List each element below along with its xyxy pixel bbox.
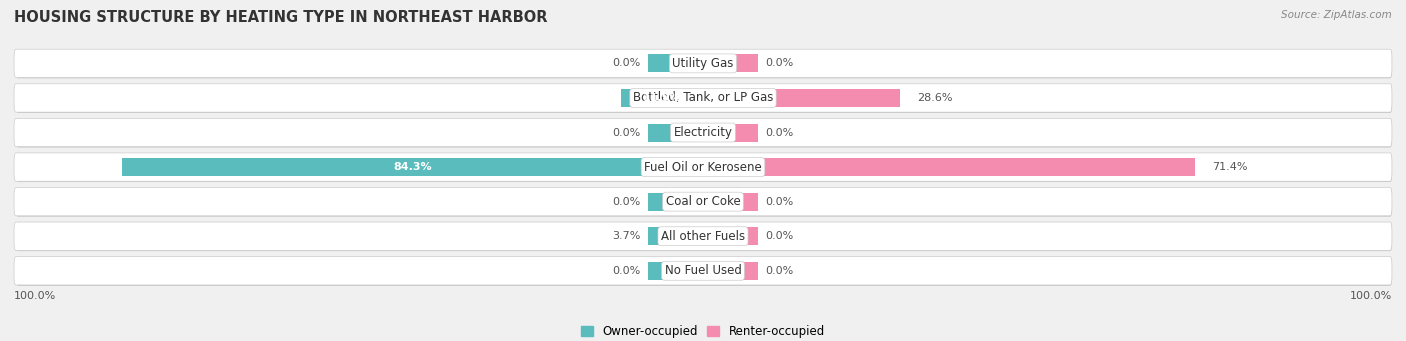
Text: 100.0%: 100.0% (14, 291, 56, 301)
Bar (621, 89, 703, 107)
Text: All other Fuels: All other Fuels (661, 230, 745, 243)
Text: 100.0%: 100.0% (1350, 291, 1392, 301)
FancyBboxPatch shape (15, 50, 1392, 78)
FancyBboxPatch shape (15, 188, 1392, 217)
Text: 0.0%: 0.0% (765, 266, 793, 276)
FancyBboxPatch shape (15, 153, 1392, 182)
Bar (703, 262, 758, 280)
Bar (648, 123, 703, 142)
FancyBboxPatch shape (14, 49, 1392, 77)
FancyBboxPatch shape (15, 223, 1392, 251)
Text: Utility Gas: Utility Gas (672, 57, 734, 70)
Text: HOUSING STRUCTURE BY HEATING TYPE IN NORTHEAST HARBOR: HOUSING STRUCTURE BY HEATING TYPE IN NOR… (14, 10, 547, 25)
Bar (703, 55, 758, 72)
Bar (703, 89, 900, 107)
FancyBboxPatch shape (14, 188, 1392, 216)
Bar (703, 158, 1195, 176)
Bar (703, 193, 758, 211)
Text: Electricity: Electricity (673, 126, 733, 139)
Text: 0.0%: 0.0% (765, 231, 793, 241)
Text: Coal or Coke: Coal or Coke (665, 195, 741, 208)
Text: 0.0%: 0.0% (765, 58, 793, 69)
Bar (648, 227, 703, 245)
Bar (703, 123, 758, 142)
Text: 11.9%: 11.9% (643, 93, 682, 103)
FancyBboxPatch shape (15, 85, 1392, 113)
Text: Bottled, Tank, or LP Gas: Bottled, Tank, or LP Gas (633, 91, 773, 104)
FancyBboxPatch shape (14, 118, 1392, 147)
Text: 0.0%: 0.0% (613, 128, 641, 137)
Bar (648, 262, 703, 280)
Text: 0.0%: 0.0% (765, 128, 793, 137)
Text: 0.0%: 0.0% (613, 197, 641, 207)
Text: Source: ZipAtlas.com: Source: ZipAtlas.com (1281, 10, 1392, 20)
Bar (648, 193, 703, 211)
Text: No Fuel Used: No Fuel Used (665, 264, 741, 277)
Text: Fuel Oil or Kerosene: Fuel Oil or Kerosene (644, 161, 762, 174)
Text: 84.3%: 84.3% (394, 162, 432, 172)
Bar (703, 227, 758, 245)
Text: 71.4%: 71.4% (1212, 162, 1247, 172)
Legend: Owner-occupied, Renter-occupied: Owner-occupied, Renter-occupied (576, 321, 830, 341)
FancyBboxPatch shape (14, 222, 1392, 250)
Text: 0.0%: 0.0% (613, 266, 641, 276)
FancyBboxPatch shape (14, 257, 1392, 285)
Text: 28.6%: 28.6% (917, 93, 953, 103)
Text: 0.0%: 0.0% (613, 58, 641, 69)
Bar (122, 158, 703, 176)
FancyBboxPatch shape (14, 84, 1392, 112)
FancyBboxPatch shape (15, 119, 1392, 147)
Bar (648, 55, 703, 72)
FancyBboxPatch shape (14, 153, 1392, 181)
Text: 3.7%: 3.7% (613, 231, 641, 241)
Text: 0.0%: 0.0% (765, 197, 793, 207)
FancyBboxPatch shape (15, 257, 1392, 286)
